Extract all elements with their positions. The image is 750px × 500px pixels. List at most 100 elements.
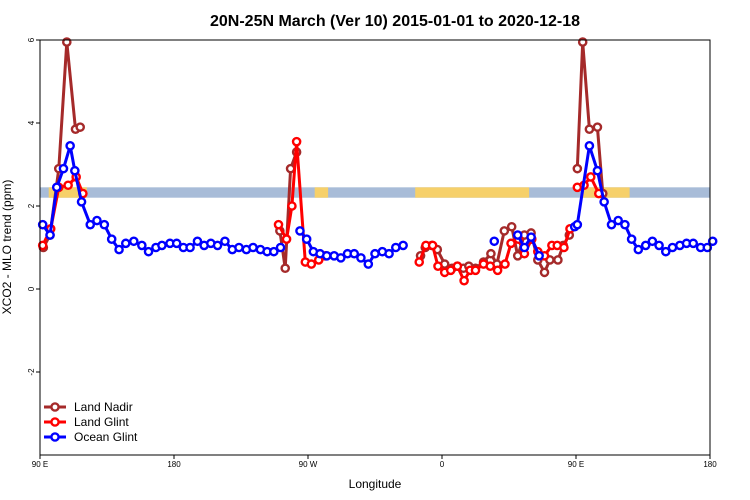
data-point [58, 163, 69, 174]
data-point [702, 242, 713, 253]
x-tick-label: 90 E [32, 460, 48, 469]
data-point [291, 136, 302, 147]
data-point [220, 236, 230, 247]
data-point [572, 163, 583, 174]
data-point [592, 122, 603, 132]
data-point [120, 238, 131, 249]
data-point [592, 165, 603, 176]
band-land-2 [415, 187, 530, 198]
data-point [92, 215, 102, 226]
band-land-0 [48, 187, 87, 198]
data-point [599, 197, 609, 207]
data-point [452, 261, 463, 271]
data-point [70, 165, 80, 176]
data-point [212, 240, 223, 251]
data-point [553, 255, 563, 265]
x-tick-label: 90 W [299, 460, 318, 469]
data-point [534, 250, 544, 261]
data-point [295, 226, 305, 236]
legend-item: Land Nadir [44, 400, 133, 414]
x-tick-label: 90 E [568, 460, 584, 469]
data-point [75, 122, 85, 132]
data-point [584, 124, 595, 135]
data-point [654, 240, 664, 251]
data-point [137, 240, 147, 251]
data-point [626, 234, 637, 244]
data-point [519, 242, 530, 253]
data-point [99, 219, 110, 230]
x-tick-label: 180 [703, 460, 717, 469]
y-tick-label: 6 [27, 37, 36, 42]
band-ocean [40, 187, 710, 198]
x-axis-label: Longitude [349, 477, 402, 491]
series-layer [37, 37, 718, 286]
data-point [499, 226, 510, 236]
data-point [248, 242, 258, 253]
data-point [37, 219, 48, 230]
data-point [85, 219, 96, 230]
data-point [485, 261, 496, 271]
data-point [613, 215, 624, 226]
data-point [370, 248, 380, 259]
data-point [433, 261, 443, 271]
data-point [76, 197, 87, 207]
y-axis: -2 0 2 4 6 [27, 37, 40, 376]
legend-marker [50, 432, 60, 442]
data-point [486, 248, 496, 259]
data-point [306, 259, 317, 269]
data-point [470, 265, 481, 276]
band-land-1 [314, 187, 329, 198]
data-point [287, 201, 297, 211]
legend-marker [50, 417, 60, 427]
data-point [647, 236, 658, 247]
data-point [336, 253, 346, 263]
data-point [492, 265, 503, 276]
y-axis-label: XCO2 - MLO trend (ppm) [0, 180, 14, 315]
data-point [584, 141, 595, 151]
data-point [660, 246, 671, 257]
plot-frame [39, 39, 711, 456]
data-point [281, 234, 292, 244]
x-tick-label: 180 [167, 460, 181, 469]
data-point [606, 219, 617, 230]
data-point [128, 236, 139, 247]
y-tick-label: 0 [27, 286, 36, 291]
data-point [667, 242, 678, 253]
data-point [489, 236, 500, 247]
data-point [349, 248, 360, 259]
data-point [143, 246, 154, 257]
data-point [620, 219, 630, 230]
latitude-band [40, 187, 710, 198]
data-point [192, 236, 203, 247]
data-point [280, 263, 291, 274]
legend-label: Land Nadir [74, 400, 133, 414]
data-point [275, 242, 286, 253]
series-ocean-glint [37, 141, 718, 269]
y-tick-label: 2 [27, 203, 36, 208]
data-point [707, 236, 718, 247]
data-point [321, 250, 332, 261]
chart-title: 20N-25N March (Ver 10) 2015-01-01 to 202… [210, 13, 580, 30]
legend-label: Land Glint [74, 415, 129, 429]
x-tick-label: 0 [440, 460, 445, 469]
data-point [106, 234, 117, 244]
data-point [539, 267, 550, 278]
data-point [500, 259, 510, 269]
data-point [506, 221, 517, 232]
data-point [171, 238, 182, 249]
data-point [445, 265, 456, 276]
legend-item: Ocean Glint [44, 430, 138, 444]
data-point [63, 180, 73, 191]
data-point [301, 234, 312, 244]
data-point [572, 219, 583, 230]
data-point [356, 253, 366, 263]
x-axis: 90 E 180 90 W 0 90 E 180 [32, 455, 717, 469]
data-point [157, 240, 167, 251]
data-point [51, 182, 62, 193]
legend-marker [50, 402, 60, 412]
data-point [269, 246, 279, 257]
data-point [384, 248, 394, 259]
data-point [234, 242, 244, 253]
data-point [559, 242, 569, 253]
